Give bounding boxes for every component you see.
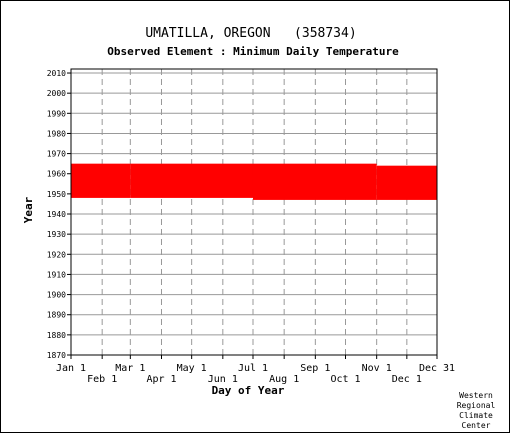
y-tick-label: 1950 (47, 190, 66, 199)
coverage-block (252, 163, 377, 200)
y-tick-label: 1990 (47, 109, 66, 118)
x-tick-label: May 1 (177, 363, 207, 374)
data-coverage (71, 163, 437, 200)
x-tick-label: Oct 1 (330, 374, 360, 385)
y-tick-label: 1970 (47, 150, 66, 159)
y-tick-label: 1900 (47, 291, 66, 300)
x-tick-label: Jan 1 (56, 363, 86, 374)
x-tick-label: Aug 1 (269, 374, 299, 385)
x-tick-label: Dec 31 (419, 363, 455, 374)
y-tick-label: 1870 (47, 351, 66, 360)
coverage-block (71, 163, 131, 198)
y-tick-label: 1980 (47, 129, 66, 138)
x-tick-label: Feb 1 (87, 374, 117, 385)
y-tick-label: 1890 (47, 311, 66, 320)
x-tick-label: Mar 1 (115, 363, 145, 374)
y-tick-label: 1940 (47, 210, 66, 219)
y-tick-label: 2000 (47, 89, 66, 98)
y-tick-label: 2010 (47, 69, 66, 78)
x-tick-label: Jul 1 (238, 363, 268, 374)
credit-line-3: Climate (459, 411, 493, 420)
plot-area-border (70, 68, 438, 356)
coverage-block (130, 163, 253, 198)
y-tick-label: 1960 (47, 170, 66, 179)
coverage-block (376, 165, 437, 200)
y-tick-label: 1930 (47, 230, 66, 239)
x-axis-ticks: Jan 1 Mar 1 May 1 Jul 1 Sep 1 Nov 1 Dec 31 Feb … (56, 355, 455, 385)
x-tick-label: Dec 1 (392, 374, 422, 385)
chart-title: UMATILLA, OREGON (358734) (145, 26, 356, 41)
y-tick-label: 1910 (47, 270, 66, 279)
credit-line-1: Western (459, 391, 493, 400)
credit-line-4: Center (462, 421, 491, 430)
y-axis-ticks: 1870 1880 1890 1900 1910 1920 1930 1940 1950 1960… (47, 69, 71, 360)
credit-line-2: Regional (457, 401, 496, 410)
chart-subtitle: Observed Element : Minimum Daily Tempera… (107, 45, 399, 58)
x-tick-label: Apr 1 (146, 374, 176, 385)
x-tick-label: Nov 1 (362, 363, 392, 374)
credit-block: Western Regional Climate Center (457, 391, 496, 430)
y-tick-label: 1880 (47, 331, 66, 340)
x-tick-label: Jun 1 (208, 374, 238, 385)
y-tick-label: 1920 (47, 250, 66, 259)
x-axis-label: Day of Year (212, 384, 285, 397)
grid-lines (71, 69, 437, 356)
x-tick-label: Sep 1 (300, 363, 330, 374)
y-axis-label: Year (22, 196, 35, 223)
